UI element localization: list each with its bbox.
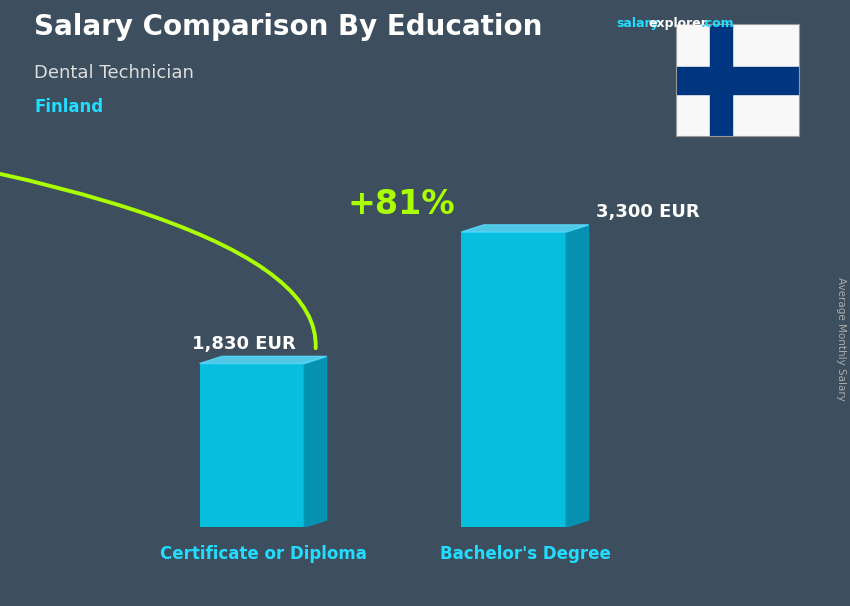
Bar [711, 24, 733, 136]
Text: 3,300 EUR: 3,300 EUR [596, 203, 700, 221]
Bar [676, 67, 799, 94]
Text: Average Monthly Salary: Average Monthly Salary [836, 278, 846, 401]
Text: Certificate or Diploma: Certificate or Diploma [160, 545, 366, 563]
FancyBboxPatch shape [200, 364, 304, 527]
Text: explorer: explorer [649, 17, 707, 30]
Polygon shape [200, 356, 326, 364]
Text: Bachelor's Degree: Bachelor's Degree [439, 545, 610, 563]
Text: Finland: Finland [34, 98, 103, 116]
Polygon shape [304, 356, 326, 527]
FancyBboxPatch shape [462, 232, 566, 527]
Polygon shape [566, 225, 588, 527]
Text: +81%: +81% [348, 188, 456, 221]
Text: .com: .com [701, 17, 735, 30]
Polygon shape [462, 225, 588, 232]
Text: Salary Comparison By Education: Salary Comparison By Education [34, 13, 542, 41]
Text: Dental Technician: Dental Technician [34, 64, 194, 82]
Text: salary: salary [616, 17, 659, 30]
Text: 1,830 EUR: 1,830 EUR [192, 335, 296, 353]
